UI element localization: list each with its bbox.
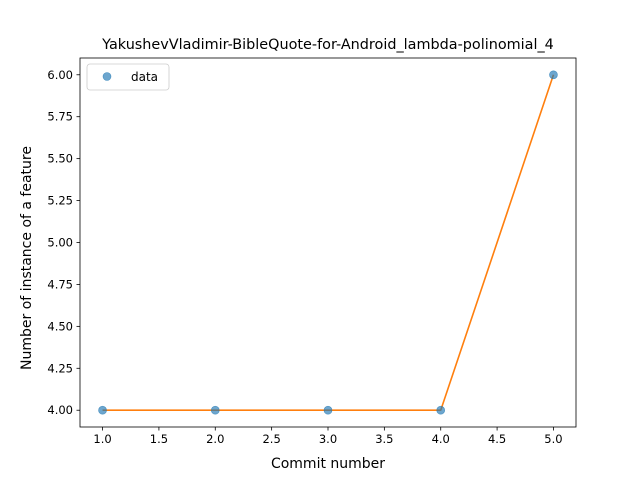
legend-box — [86, 63, 170, 91]
x-tick-label: 2.5 — [262, 432, 280, 446]
x-tick-label: 1.5 — [150, 432, 168, 446]
y-tick-label: 5.25 — [47, 194, 73, 208]
x-tick-label: 2.0 — [206, 432, 224, 446]
data-point — [436, 405, 446, 415]
y-axis-label: Number of instance of a feature — [19, 146, 35, 370]
y-tick-label: 5.50 — [47, 152, 73, 166]
y-axis-ticks: 4.00 4.25 4.50 4.75 5.00 5.25 5.50 5.75 6.00 — [47, 68, 80, 417]
legend-label: data — [131, 70, 158, 84]
x-tick-label: 4.0 — [432, 432, 450, 446]
legend-marker — [102, 72, 112, 81]
data-point — [210, 405, 220, 415]
y-tick-label: 4.50 — [47, 319, 73, 333]
y-tick-label: 4.25 — [47, 361, 73, 375]
data-point — [98, 405, 107, 415]
y-tick-label: 6.00 — [47, 68, 73, 82]
data-point — [549, 70, 558, 80]
y-tick-label: 5.75 — [47, 110, 73, 124]
legend: data — [86, 63, 170, 91]
series-markers — [98, 70, 558, 415]
x-axis-label: Commit number — [271, 456, 385, 472]
x-tick-label: 1.0 — [93, 432, 111, 446]
y-tick-label: 5.00 — [47, 236, 73, 250]
data-point — [323, 405, 333, 415]
x-tick-label: 3.5 — [375, 432, 393, 446]
x-tick-label: 5.0 — [544, 432, 562, 446]
y-tick-label: 4.00 — [47, 403, 73, 417]
x-tick-label: 4.5 — [488, 432, 506, 446]
x-axis-ticks: 1.0 1.5 2.0 2.5 3.0 3.5 4.0 4.5 5.0 — [93, 427, 563, 446]
y-tick-label: 4.75 — [47, 277, 73, 291]
x-tick-label: 3.0 — [319, 432, 337, 446]
chart-title: YakushevVladimir-BibleQuote-for-Android_… — [101, 37, 554, 53]
